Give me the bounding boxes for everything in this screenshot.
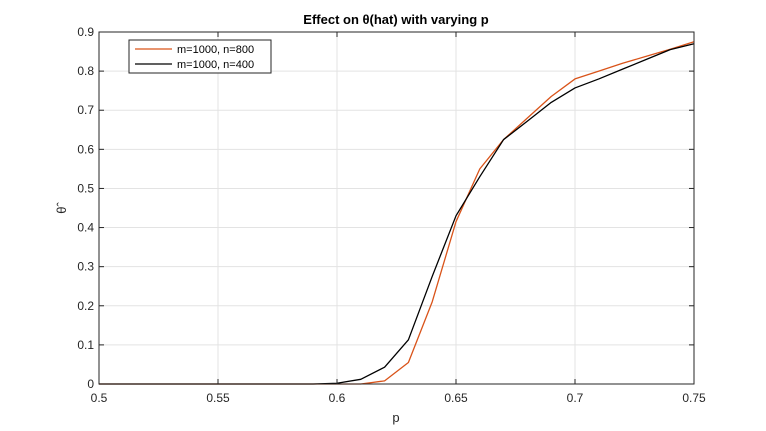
y-tick-label: 0.9	[77, 25, 94, 39]
x-tick-label: 0.75	[682, 391, 706, 405]
plot-frame	[98, 31, 695, 385]
y-tick-label: 0.3	[77, 260, 94, 274]
legend-label-series-2: m=1000, n=400	[177, 59, 254, 71]
legend-box	[128, 39, 272, 74]
x-tick-label: 0.7	[567, 391, 584, 405]
y-tick-label: 0.6	[77, 142, 94, 156]
legend: m=1000, n=800 m=1000, n=400	[128, 39, 272, 74]
axis-ticks: 0.5 0.55 0.6 0.65 0.7 0.75 0 0.1 0.2 0.3 0.4 0.5 0.6…	[77, 25, 706, 405]
x-axis-label: p	[392, 410, 399, 425]
y-tick-label: 0	[87, 377, 94, 391]
chart-title: Effect on θ(hat) with varying p	[303, 12, 488, 27]
x-tick-label: 0.55	[206, 391, 230, 405]
x-tick-label: 0.65	[444, 391, 468, 405]
y-tick-label: 0.1	[77, 338, 94, 352]
plot-area	[99, 32, 694, 384]
y-axis-label: θˆ	[54, 202, 69, 214]
x-tick-label: 0.6	[329, 391, 346, 405]
y-tick-label: 0.4	[77, 221, 94, 235]
x-tick-label: 0.5	[91, 391, 108, 405]
y-tick-label: 0.5	[77, 181, 94, 195]
y-tick-label: 0.7	[77, 103, 94, 117]
y-tick-label: 0.8	[77, 64, 94, 78]
legend-label-series-1: m=1000, n=800	[177, 44, 254, 56]
y-tick-label: 0.2	[77, 299, 94, 313]
